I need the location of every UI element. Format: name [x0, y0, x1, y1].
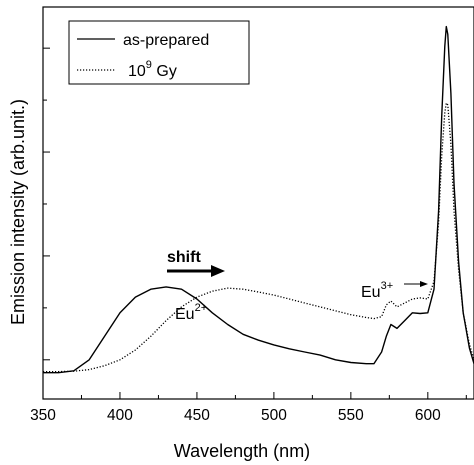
- shift-label: shift: [167, 249, 201, 266]
- legend-label-irradiated: 109 Gy: [128, 59, 177, 80]
- shift-arrow: [167, 265, 225, 277]
- y-axis-ticks: [43, 47, 50, 361]
- x-tick-label-550: 550: [338, 407, 364, 424]
- series-irradiated-line: [43, 102, 474, 373]
- x-axis-title: Wavelength (nm): [174, 441, 310, 461]
- x-tick-label-600: 600: [415, 407, 441, 424]
- series-layer: [43, 25, 474, 374]
- plot-frame: [42, 6, 474, 400]
- legend: as-prepared 109 Gy: [68, 20, 250, 85]
- x-tick-label-450: 450: [184, 407, 210, 424]
- y-axis-title: Emission intensity (arb.unit.): [8, 99, 28, 325]
- eu3-arrow: [404, 281, 428, 287]
- eu2-label: Eu2+: [175, 302, 207, 323]
- x-tick-label-400: 400: [107, 407, 133, 424]
- eu3-label: Eu3+: [361, 280, 393, 301]
- x-tick-label-500: 500: [261, 407, 287, 424]
- legend-label-as-prepared: as-prepared: [123, 32, 209, 49]
- x-tick-label-350: 350: [30, 407, 56, 424]
- x-axis-ticks: 350 400 450 500 550 600: [30, 392, 467, 424]
- legend-box: [68, 20, 250, 85]
- series-as-prepared-line: [43, 25, 474, 374]
